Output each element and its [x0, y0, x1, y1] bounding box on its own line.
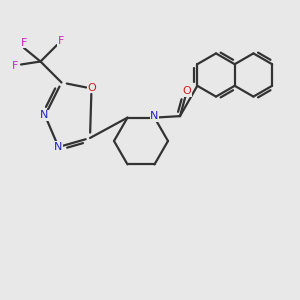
Text: F: F [57, 36, 64, 46]
Text: N: N [40, 110, 49, 121]
Text: N: N [150, 111, 159, 121]
Text: N: N [54, 142, 62, 152]
Text: F: F [12, 61, 18, 71]
Text: F: F [21, 38, 27, 48]
Text: O: O [182, 86, 191, 96]
Text: O: O [88, 83, 97, 93]
